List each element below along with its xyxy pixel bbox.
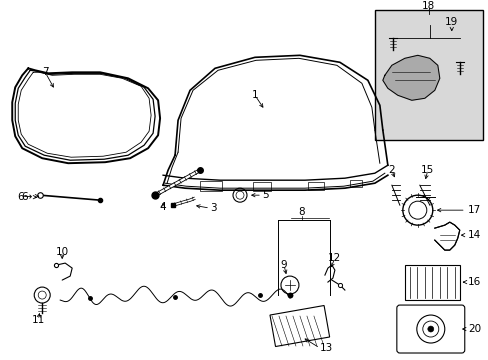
Polygon shape	[382, 55, 439, 100]
Text: 10: 10	[56, 247, 69, 257]
Text: 9: 9	[280, 260, 286, 270]
Text: 11: 11	[32, 315, 45, 325]
Bar	[307, 182, 323, 190]
Polygon shape	[434, 222, 459, 250]
Bar	[374, 10, 482, 140]
Bar	[200, 181, 222, 191]
Text: 5: 5	[262, 190, 268, 200]
Text: 19: 19	[444, 17, 457, 27]
Text: 16: 16	[467, 277, 480, 287]
Text: 15: 15	[420, 165, 433, 175]
Text: 6→: 6→	[17, 192, 32, 202]
Circle shape	[427, 326, 433, 332]
Bar	[252, 182, 270, 191]
Text: 3: 3	[210, 203, 216, 213]
Text: 18: 18	[421, 1, 434, 12]
Text: 7: 7	[42, 67, 48, 77]
Text: 4: 4	[160, 202, 166, 212]
Text: 6: 6	[21, 192, 28, 202]
Text: 13: 13	[319, 343, 332, 353]
Text: 8: 8	[298, 207, 305, 217]
Bar	[349, 180, 361, 187]
Text: 14: 14	[467, 230, 480, 240]
Bar	[269, 306, 329, 347]
Bar	[404, 265, 459, 300]
Text: 2: 2	[388, 165, 394, 175]
Text: 20: 20	[467, 324, 480, 334]
Text: 12: 12	[327, 253, 341, 263]
Text: 1: 1	[251, 90, 258, 100]
Circle shape	[402, 195, 432, 225]
Text: 17: 17	[467, 205, 480, 215]
FancyBboxPatch shape	[396, 305, 464, 353]
